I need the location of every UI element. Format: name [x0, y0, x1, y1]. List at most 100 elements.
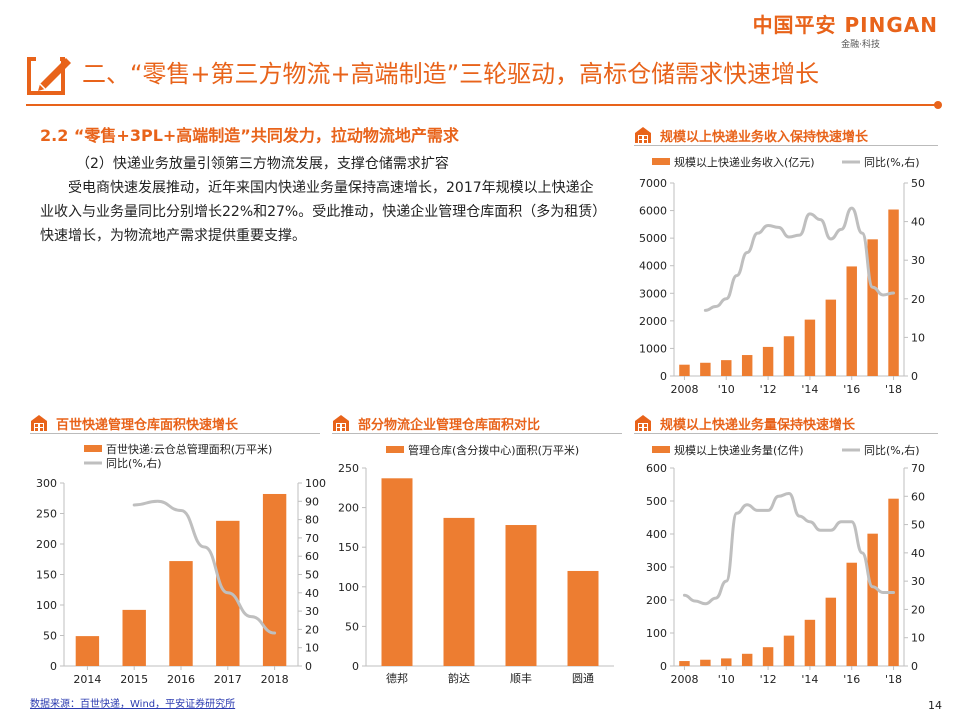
bar: [700, 362, 711, 376]
bar: [169, 561, 193, 666]
right-tick-label: 50: [911, 177, 925, 190]
bar: [783, 336, 795, 376]
volume-chart: 规模以上快递业务量(亿件) 同比(%,右) 0 100 200 300 400 500 600 0…: [646, 443, 925, 686]
page-number: 14: [928, 699, 942, 712]
x-tick-label: 2017: [214, 673, 242, 686]
left-tick-label: 0: [352, 660, 359, 673]
right-tick-label: 70: [305, 532, 319, 545]
x-tick-label: '14: [801, 673, 818, 686]
x-tick-label: '14: [801, 383, 818, 396]
right-tick-label: 10: [911, 331, 925, 344]
right-tick-label: 20: [911, 603, 925, 616]
series-line: [703, 206, 896, 312]
left-tick-label: 4000: [639, 260, 667, 273]
bar: [75, 636, 100, 666]
legend-swatch-bar: [652, 158, 670, 165]
legend-swatch-bar: [386, 446, 404, 453]
bar: [804, 619, 816, 666]
left-tick-label: 2000: [639, 315, 667, 328]
left-tick-label: 0: [660, 370, 667, 383]
bar: [262, 493, 287, 666]
right-tick-label: 100: [305, 477, 326, 490]
left-tick-label: 7000: [639, 177, 667, 190]
left-tick-label: 5000: [639, 232, 667, 245]
left-tick-label: 1000: [639, 342, 667, 355]
chart-title-volume: 规模以上快递业务量保持快速增长: [660, 418, 856, 433]
right-tick-label: 20: [911, 293, 925, 306]
x-tick-label: 2008: [670, 383, 698, 396]
x-tick-label: 2016: [167, 673, 195, 686]
legend-label: 规模以上快递业务收入(亿元): [674, 155, 815, 169]
bar: [679, 661, 690, 666]
right-tick-label: 50: [305, 569, 319, 582]
left-tick-label: 0: [50, 660, 57, 673]
warehouse-compare-chart: 管理仓库(含分拨中心)面积(万平米) 0 50 100 150 200 250 德邦 韵达 顺丰 圆…: [338, 443, 614, 685]
bar: [721, 658, 732, 666]
x-tick-label: '12: [760, 383, 777, 396]
bar: [443, 517, 475, 666]
bar: [825, 299, 837, 376]
x-tick-label: '18: [885, 383, 902, 396]
left-tick-label: 0: [660, 660, 667, 673]
left-tick-label: 250: [36, 508, 57, 521]
right-tick-label: 0: [305, 660, 312, 673]
x-tick-label: '10: [718, 383, 735, 396]
right-tick-label: 80: [305, 514, 319, 527]
x-tick-label: 2014: [73, 673, 101, 686]
left-tick-label: 150: [338, 541, 359, 554]
legend-label: 同比(%,右): [864, 155, 920, 169]
x-tick-label: 顺丰: [510, 672, 532, 685]
bar: [741, 355, 753, 376]
bar: [679, 364, 690, 376]
bar: [381, 478, 413, 666]
title-divider: [26, 104, 938, 106]
bar: [762, 346, 774, 376]
legend-label: 同比(%,右): [864, 443, 920, 457]
revenue-chart: 规模以上快递业务收入(亿元) 同比(%,右) 0 1000 2000 3000 4000 50…: [639, 155, 925, 396]
bar: [783, 635, 795, 666]
left-tick-label: 50: [43, 630, 57, 643]
logo-brand-text: 中国平安 PINGAN: [752, 13, 938, 37]
bar: [846, 562, 857, 666]
legend-swatch-bar: [652, 446, 670, 453]
right-tick-label: 30: [911, 575, 925, 588]
bar: [888, 498, 899, 666]
bar: [846, 266, 857, 376]
right-tick-label: 20: [305, 623, 319, 636]
left-tick-label: 3000: [639, 287, 667, 300]
left-tick-label: 200: [646, 594, 667, 607]
data-source-note: 数据来源：百世快递，Wind，平安证券研究所: [30, 699, 236, 710]
left-tick-label: 400: [646, 528, 667, 541]
x-tick-label: '16: [843, 673, 860, 686]
title-divider-dot: [934, 101, 942, 109]
warehouse-icon: [31, 415, 47, 431]
legend-label: 规模以上快递业务量(亿件): [674, 443, 804, 457]
logo-sub-text: 金融·科技: [841, 40, 880, 50]
left-tick-label: 100: [338, 581, 359, 594]
right-tick-label: 40: [305, 587, 319, 600]
bar: [867, 239, 878, 376]
bar: [122, 609, 146, 666]
x-tick-label: '16: [843, 383, 860, 396]
right-tick-label: 10: [911, 632, 925, 645]
x-tick-label: '18: [885, 673, 902, 686]
x-tick-label: '12: [760, 673, 777, 686]
left-tick-label: 6000: [639, 205, 667, 218]
legend-label: 管理仓库(含分拨中心)面积(万平米): [408, 443, 579, 457]
right-tick-label: 40: [911, 547, 925, 560]
left-tick-label: 100: [646, 627, 667, 640]
right-tick-label: 50: [911, 519, 925, 532]
right-tick-label: 10: [305, 642, 319, 655]
right-tick-label: 30: [305, 605, 319, 618]
chart-header-best: 百世快递管理仓库面积快速增长: [30, 412, 320, 434]
chart-header-volume: 规模以上快递业务量保持快速增长: [634, 412, 938, 434]
warehouse-icon: [635, 415, 651, 431]
bar: [825, 597, 837, 666]
x-tick-label: 2018: [261, 673, 289, 686]
legend-label: 百世快递:云仓总管理面积(万平米): [106, 442, 272, 456]
left-tick-label: 300: [646, 561, 667, 574]
x-tick-label: 韵达: [448, 671, 470, 685]
left-tick-label: 100: [36, 599, 57, 612]
bar: [505, 525, 537, 666]
pingan-logo: 中国平安 PINGAN 金融·科技: [753, 14, 938, 50]
